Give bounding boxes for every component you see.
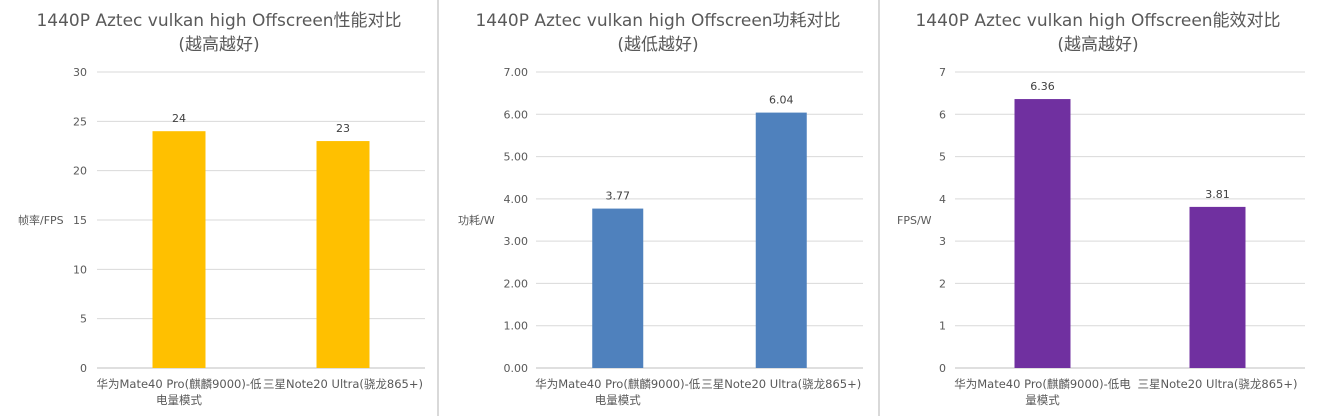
y-axis-label: 功耗/W xyxy=(458,214,495,227)
bar xyxy=(152,131,206,368)
y-tick-label: 10 xyxy=(73,263,87,276)
chart-subtitle: (越低越好) xyxy=(617,35,698,55)
power-chart: 1440P Aztec vulkan high Offscreen功耗对比 (越… xyxy=(458,11,863,407)
y-axis-label: 帧率/FPS xyxy=(18,213,64,227)
panel-divider xyxy=(437,0,439,416)
x-category-label: 电量模式 xyxy=(156,393,202,407)
y-tick-label: 25 xyxy=(73,115,87,128)
chart-panel-performance: 1440P Aztec vulkan high Offscreen性能对比 (越… xyxy=(0,0,437,416)
data-label: 23 xyxy=(336,122,350,135)
y-tick-label: 1 xyxy=(939,320,946,333)
bar xyxy=(755,112,807,368)
y-tick-label: 0.00 xyxy=(504,362,529,375)
chart-subtitle: (越高越好) xyxy=(1057,35,1138,55)
data-label: 24 xyxy=(172,112,186,125)
y-tick-label: 3.00 xyxy=(504,235,529,248)
x-category-label: 量模式 xyxy=(1025,393,1060,407)
y-tick-label: 1.00 xyxy=(504,320,529,333)
y-tick-label: 4.00 xyxy=(504,193,529,206)
performance-chart: 1440P Aztec vulkan high Offscreen性能对比 (越… xyxy=(18,11,425,407)
x-category-label: 三星Note20 Ultra(骁龙865+) xyxy=(263,377,423,391)
bar xyxy=(1014,99,1071,368)
y-tick-label: 5.00 xyxy=(504,151,529,164)
y-tick-label: 15 xyxy=(73,214,87,227)
x-category-label: 电量模式 xyxy=(595,393,641,407)
bar xyxy=(1189,206,1246,368)
bar xyxy=(592,208,644,368)
data-label: 3.81 xyxy=(1205,188,1230,201)
y-tick-label: 2 xyxy=(939,277,946,290)
x-category-label: 华为Mate40 Pro(麒麟9000)-低 xyxy=(97,377,262,391)
y-tick-label: 3 xyxy=(939,235,946,248)
chart-panel-efficiency: 1440P Aztec vulkan high Offscreen能效对比 (越… xyxy=(880,0,1317,416)
data-label: 3.77 xyxy=(606,190,631,203)
y-tick-label: 4 xyxy=(939,193,946,206)
y-tick-label: 5 xyxy=(80,313,87,326)
data-label: 6.36 xyxy=(1030,80,1055,93)
chart-panel-power: 1440P Aztec vulkan high Offscreen功耗对比 (越… xyxy=(439,0,878,416)
y-tick-label: 6 xyxy=(939,108,946,121)
panel-divider xyxy=(878,0,880,416)
x-category-label: 三星Note20 Ultra(骁龙865+) xyxy=(1138,377,1298,391)
y-tick-label: 5 xyxy=(939,151,946,164)
y-tick-label: 0 xyxy=(80,362,87,375)
y-axis-label: FPS/W xyxy=(897,214,932,227)
x-category-label: 华为Mate40 Pro(麒麟9000)-低电 xyxy=(954,377,1131,391)
y-tick-label: 20 xyxy=(73,165,87,178)
efficiency-chart: 1440P Aztec vulkan high Offscreen能效对比 (越… xyxy=(897,11,1305,407)
chart-title: 1440P Aztec vulkan high Offscreen性能对比 xyxy=(36,11,401,31)
chart-title: 1440P Aztec vulkan high Offscreen功耗对比 xyxy=(475,11,840,31)
chart-subtitle: (越高越好) xyxy=(178,35,259,55)
bar xyxy=(316,141,370,368)
data-label: 6.04 xyxy=(769,94,794,107)
y-tick-label: 30 xyxy=(73,66,87,79)
y-tick-label: 6.00 xyxy=(504,108,529,121)
y-tick-label: 7 xyxy=(939,66,946,79)
y-tick-label: 2.00 xyxy=(504,277,529,290)
y-tick-label: 0 xyxy=(939,362,946,375)
x-category-label: 三星Note20 Ultra(骁龙865+) xyxy=(701,377,861,391)
chart-title: 1440P Aztec vulkan high Offscreen能效对比 xyxy=(915,11,1280,31)
y-tick-label: 7.00 xyxy=(504,66,529,79)
x-category-label: 华为Mate40 Pro(麒麟9000)-低 xyxy=(535,377,700,391)
